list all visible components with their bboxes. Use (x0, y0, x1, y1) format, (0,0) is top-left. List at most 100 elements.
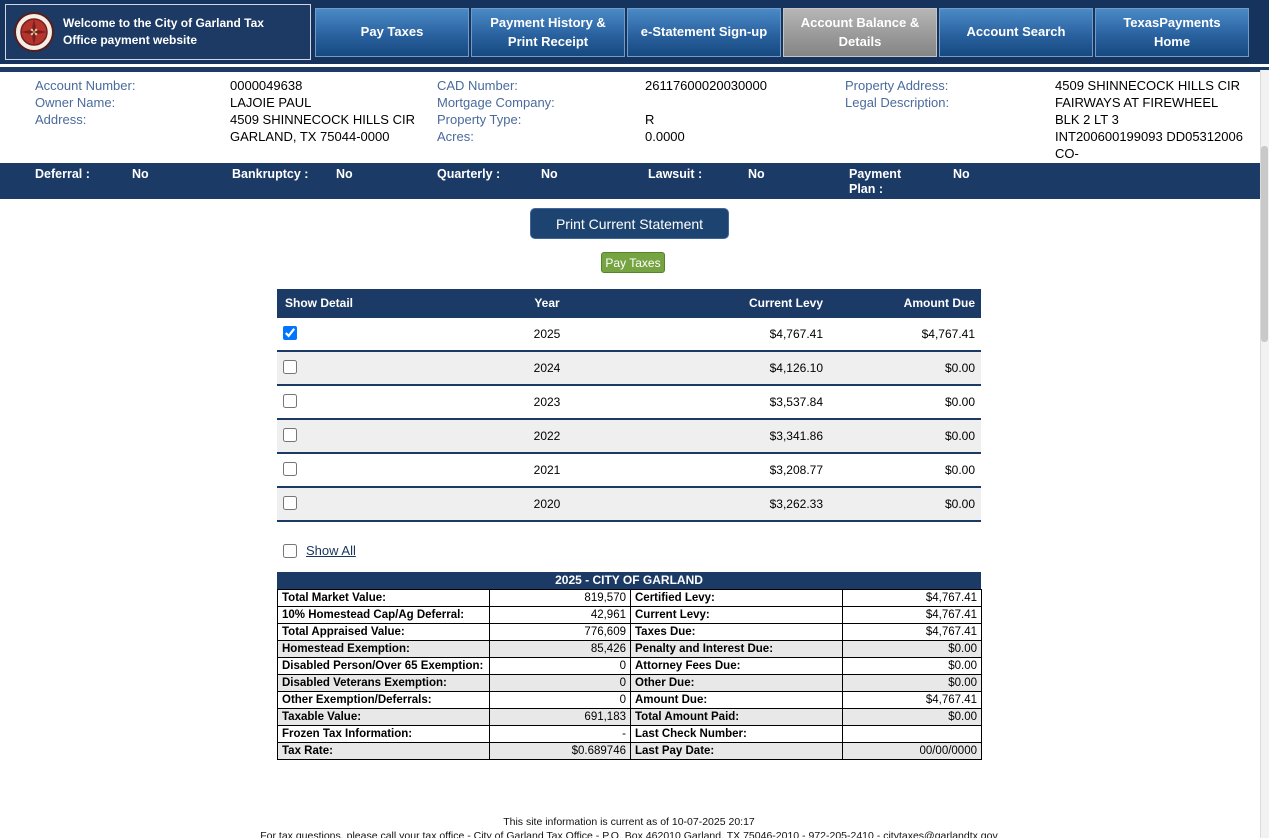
amount-due-cell: $4,767.41 (827, 316, 981, 351)
status-label: Bankruptcy : (232, 167, 309, 181)
mortgage-company-value (645, 94, 832, 111)
table-row: 2024 $4,126.10 $0.00 (277, 350, 981, 385)
tab-pay-taxes[interactable]: Pay Taxes (315, 8, 469, 57)
site-current-as-of-text: This site information is current as of 1… (503, 816, 755, 828)
show-detail-checkbox-2021[interactable] (283, 461, 297, 476)
table-row: 2020 $3,262.33 $0.00 (277, 486, 981, 522)
amount-due-cell: $0.00 (827, 384, 981, 419)
account-info-column-3: Property Address: 4509 SHINNECOCK HILLS … (845, 77, 1263, 162)
acres-value: 0.0000 (645, 129, 685, 144)
detail-label: Homestead Exemption: (277, 640, 490, 658)
property-address-value: 4509 SHINNECOCK HILLS CIR (1055, 78, 1240, 93)
scrollbar-thumb[interactable] (1261, 146, 1268, 342)
status-deferral: Deferral : No (35, 167, 149, 182)
mortgage-company-label: Mortgage Company: (437, 95, 555, 110)
year-cell: 2024 (467, 350, 627, 385)
status-value: No (748, 167, 765, 181)
vertical-scrollbar[interactable] (1260, 70, 1269, 838)
detail-label: Other Exemption/Deferrals: (277, 691, 490, 709)
property-address-label: Property Address: (845, 78, 949, 93)
detail-value: $4,767.41 (842, 606, 982, 624)
status-payment-plan: Payment Plan : No (849, 167, 970, 197)
column-header-year: Year (467, 289, 627, 317)
status-label: Lawsuit : (648, 167, 703, 181)
detail-label: 10% Homestead Cap/Ag Deferral: (277, 606, 490, 624)
tab-texaspayments-home[interactable]: TexasPayments Home (1095, 8, 1249, 57)
show-detail-checkbox-2020[interactable] (283, 495, 297, 510)
detail-row: Taxable Value: 691,183 Total Amount Paid… (277, 708, 982, 726)
table-row: 2022 $3,341.86 $0.00 (277, 418, 981, 453)
detail-label: Other Due: (630, 674, 843, 692)
address-label: Address: (35, 112, 87, 127)
owner-name-label: Owner Name: (35, 95, 116, 110)
detail-label: Disabled Person/Over 65 Exemption: (277, 657, 490, 675)
detail-value: $4,767.41 (842, 623, 982, 641)
year-detail-table: Total Market Value: 819,570 Certified Le… (277, 589, 982, 760)
tab-estatement-signup[interactable]: e-Statement Sign-up (627, 8, 781, 57)
detail-value: - (489, 725, 631, 743)
show-all-checkbox[interactable] (283, 543, 297, 558)
amount-due-cell: $0.00 (827, 418, 981, 453)
print-current-statement-button[interactable]: Print Current Statement (530, 208, 729, 239)
year-cell: 2022 (467, 418, 627, 453)
column-header-current-levy: Current Levy (627, 289, 827, 317)
detail-label: Taxes Due: (630, 623, 843, 641)
amount-due-cell: $0.00 (827, 350, 981, 385)
detail-value: 691,183 (489, 708, 631, 726)
status-label: Deferral : (35, 167, 90, 181)
detail-value (842, 725, 982, 743)
account-info-column-1: Account Number: 0000049638 Owner Name: L… (35, 77, 430, 145)
column-header-show-detail: Show Detail (277, 289, 467, 317)
detail-value: $0.00 (842, 657, 982, 675)
cad-number-label: CAD Number: (437, 78, 518, 93)
table-header-row: Show Detail Year Current Levy Amount Due (277, 289, 981, 317)
current-levy-cell: $3,341.86 (627, 418, 827, 453)
account-status-bar: Deferral : No Bankruptcy : No Quarterly … (0, 163, 1269, 199)
table-row: 2021 $3,208.77 $0.00 (277, 452, 981, 487)
detail-label: Total Appraised Value: (277, 623, 490, 641)
detail-value: $0.00 (842, 708, 982, 726)
tab-label: TexasPayments Home (1123, 14, 1221, 49)
detail-row: Total Appraised Value: 776,609 Taxes Due… (277, 623, 982, 641)
tab-label: Account Search (966, 24, 1066, 40)
detail-row: Tax Rate: $0.689746 Last Pay Date: 00/00… (277, 742, 982, 760)
show-detail-checkbox-2024[interactable] (283, 359, 297, 374)
tab-label: Pay Taxes (360, 24, 424, 40)
property-type-label: Property Type: (437, 112, 522, 127)
property-type-value: R (645, 112, 655, 127)
show-all-row: Show All (283, 543, 356, 558)
detail-label: Total Market Value: (277, 589, 490, 607)
detail-value: $0.689746 (489, 742, 631, 760)
year-cell: 2020 (467, 486, 627, 522)
welcome-text: Welcome to the City of Garland Tax Offic… (63, 16, 264, 47)
show-detail-checkbox-2023[interactable] (283, 393, 297, 408)
detail-value: 85,426 (489, 640, 631, 658)
tab-account-balance-details[interactable]: Account Balance & Details (783, 8, 937, 57)
year-cell: 2025 (467, 316, 627, 351)
detail-table-title: 2025 - CITY OF GARLAND (277, 572, 981, 589)
tab-label: e-Statement Sign-up (640, 24, 768, 40)
cad-number-value: 26117600020030000 (645, 78, 767, 93)
acres-label: Acres: (437, 129, 474, 144)
detail-value: 00/00/0000 (842, 742, 982, 760)
detail-label: Attorney Fees Due: (630, 657, 843, 675)
current-levy-cell: $4,767.41 (627, 316, 827, 351)
tab-payment-history-print-receipt[interactable]: Payment History & Print Receipt (471, 8, 625, 57)
account-info-column-2: CAD Number: 26117600020030000 Mortgage C… (437, 77, 832, 145)
account-number-label: Account Number: (35, 78, 136, 93)
tab-account-search[interactable]: Account Search (939, 8, 1093, 57)
account-number-value: 0000049638 (230, 78, 303, 93)
tax-office-contact-text: For tax questions, please call your tax … (260, 830, 998, 838)
show-detail-checkbox-2022[interactable] (283, 427, 297, 442)
show-detail-checkbox-2025[interactable] (283, 325, 297, 340)
owner-name-value: LAJOIE PAUL (230, 95, 312, 110)
column-header-amount-due: Amount Due (827, 289, 981, 317)
detail-value: 0 (489, 657, 631, 675)
detail-label: Last Check Number: (630, 725, 843, 743)
show-all-link[interactable]: Show All (306, 543, 356, 558)
detail-label: Taxable Value: (277, 708, 490, 726)
detail-value: 776,609 (489, 623, 631, 641)
legal-description-label: Legal Description: (845, 95, 950, 110)
pay-taxes-button[interactable]: Pay Taxes (601, 252, 665, 273)
status-label: Quarterly : (437, 167, 501, 181)
